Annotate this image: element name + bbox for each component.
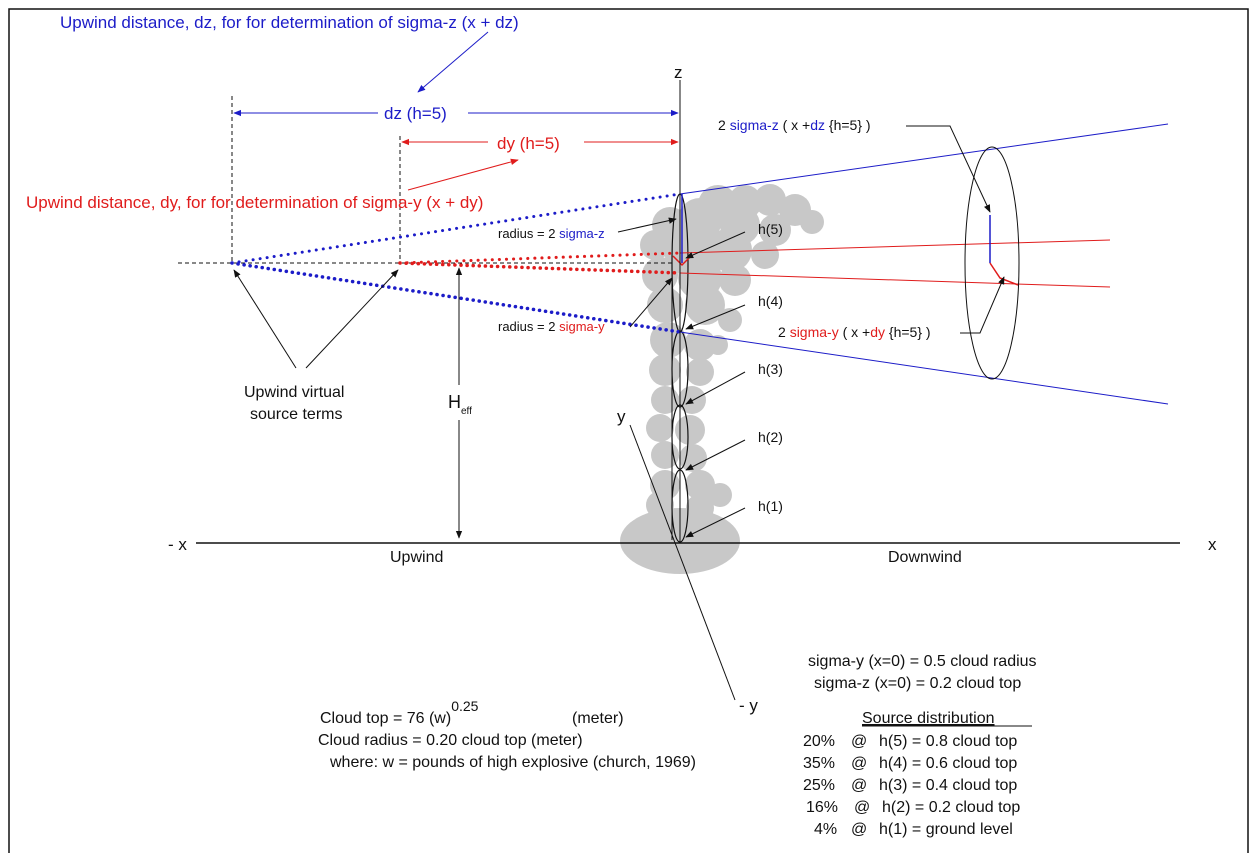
dist-pct-1: 20% xyxy=(803,733,835,750)
radius-y-arrow xyxy=(629,277,673,328)
distribution-title: Source distribution xyxy=(862,710,995,727)
level-label-h5: h(5) xyxy=(758,221,783,237)
y-axis xyxy=(629,424,736,701)
dz-note: Upwind distance, dz, for for determinati… xyxy=(60,13,519,32)
level-label-h3: h(3) xyxy=(758,361,783,377)
dist-desc-5: h(1) = ground level xyxy=(879,821,1013,838)
dist-desc-2: h(4) = 0.6 cloud top xyxy=(879,755,1017,772)
level-label-h1: h(1) xyxy=(758,498,783,514)
radius-y-label: radius = 2 sigma-y xyxy=(498,319,605,334)
dy-note-arrow xyxy=(407,158,519,191)
level-arrows xyxy=(685,231,746,538)
dist-desc-1: h(5) = 0.8 cloud top xyxy=(879,733,1017,750)
level-label-h4: h(4) xyxy=(758,293,783,309)
x-axis-label: x xyxy=(1208,535,1217,554)
sigma-z-init: sigma-z (x=0) = 0.2 cloud top xyxy=(814,675,1021,692)
far-sigma-z-label: 2 sigma-z ( x +dz {h=5} ) xyxy=(718,117,871,133)
dist-desc-4: h(2) = 0.2 cloud top xyxy=(882,799,1020,816)
sigma-y-marker xyxy=(672,255,692,267)
radius-z-label: radius = 2 sigma-z xyxy=(498,226,605,241)
dist-pct-3: 25% xyxy=(803,777,835,794)
neg-y-axis-label: - y xyxy=(739,696,758,715)
cloud-top-formula: Cloud top = 76 (w)0.25 xyxy=(320,698,479,727)
vs-arrow-1 xyxy=(233,269,297,369)
upwind-label: Upwind xyxy=(390,549,443,566)
dist-pct-5: 4% xyxy=(814,821,837,838)
cloud xyxy=(620,184,824,574)
far-cross-section xyxy=(964,146,1020,380)
where-note: where: w = pounds of high explosive (chu… xyxy=(329,754,696,771)
dist-at-5: @ xyxy=(851,821,867,838)
cloud-top-unit: (meter) xyxy=(572,710,624,727)
frame xyxy=(8,8,1249,853)
radius-z-arrow xyxy=(617,217,677,233)
z-axis-label: z xyxy=(674,63,683,82)
dist-desc-3: h(3) = 0.4 cloud top xyxy=(879,777,1017,794)
dist-pct-4: 16% xyxy=(806,799,838,816)
far-sigma-z-pointer xyxy=(906,125,991,213)
distribution-table: 20% @ h(5) = 0.8 cloud top 35% @ h(4) = … xyxy=(803,733,1020,838)
cloud-radius-formula: Cloud radius = 0.20 cloud top (meter) xyxy=(318,732,583,749)
level-labels: h(5) h(4) h(3) h(2) h(1) xyxy=(758,221,783,514)
plume-envelopes xyxy=(679,123,1169,405)
far-sigma-y xyxy=(989,262,1019,286)
downwind-label: Downwind xyxy=(888,549,962,566)
far-sigma-y-label: 2 sigma-y ( x +dy {h=5} ) xyxy=(778,324,931,340)
level-label-h2: h(2) xyxy=(758,429,783,445)
dz-dim-label: dz (h=5) xyxy=(384,104,447,123)
y-axis-label: y xyxy=(617,407,626,426)
virtual-rays xyxy=(230,192,682,334)
neg-x-axis-label: - x xyxy=(168,535,187,554)
far-sigma-y-pointer xyxy=(960,276,1005,334)
dy-dim-label: dy (h=5) xyxy=(497,134,560,153)
dist-at-3: @ xyxy=(851,777,867,794)
dist-at-1: @ xyxy=(851,733,867,750)
dz-note-arrow xyxy=(417,31,489,93)
dy-note: Upwind distance, dy, for for determinati… xyxy=(26,193,483,212)
heff-label: Heff xyxy=(448,392,472,417)
vs-arrow-2 xyxy=(305,269,399,369)
dist-at-4: @ xyxy=(854,799,870,816)
dist-pct-2: 35% xyxy=(803,755,835,772)
dist-at-2: @ xyxy=(851,755,867,772)
virtual-source-label-2: source terms xyxy=(250,406,342,423)
sigma-y-init: sigma-y (x=0) = 0.5 cloud radius xyxy=(808,653,1037,670)
virtual-source-label-1: Upwind virtual xyxy=(244,384,344,401)
